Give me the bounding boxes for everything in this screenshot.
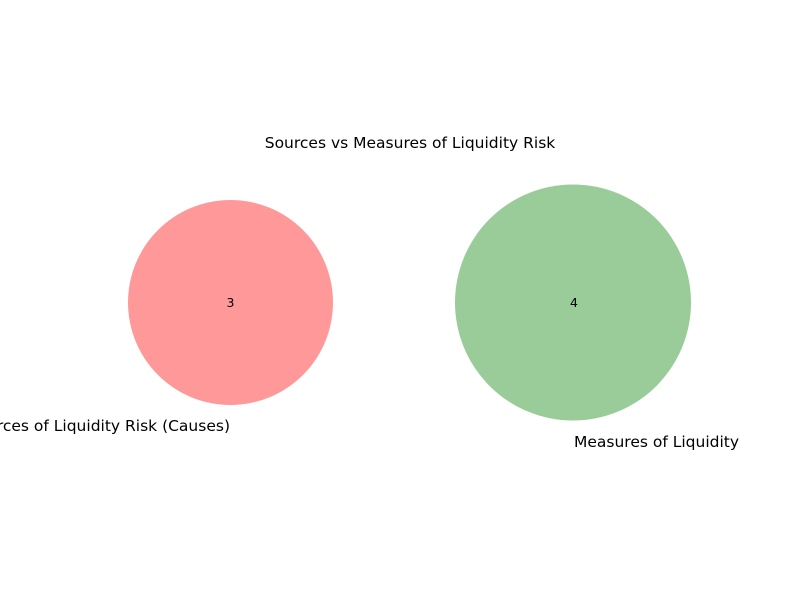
set-a-count: 3 <box>227 295 235 310</box>
diagram-title: Sources vs Measures of Liquidity Risk <box>265 134 556 152</box>
set-b-circle <box>455 184 691 421</box>
set-b-label: Measures of Liquidity <box>574 433 739 451</box>
set-a-circle <box>128 200 333 405</box>
set-a-label: Sources of Liquidity Risk (Causes) <box>0 417 230 435</box>
set-b-count: 4 <box>570 295 578 310</box>
